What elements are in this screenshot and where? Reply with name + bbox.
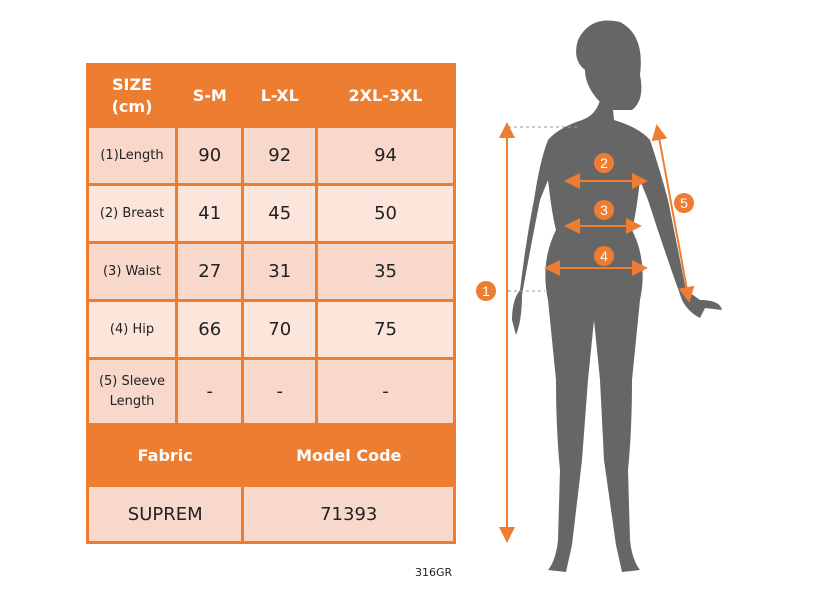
cell: 75 bbox=[315, 299, 456, 360]
cell: 92 bbox=[241, 125, 319, 186]
cell: 90 bbox=[174, 125, 245, 186]
corner-code: 316GR bbox=[415, 566, 453, 579]
table-row: (4) Hip 66 70 75 bbox=[86, 299, 456, 360]
marker-4: 4 bbox=[600, 248, 608, 264]
silhouette bbox=[512, 20, 722, 572]
marker-1: 1 bbox=[482, 283, 490, 299]
footer-header-row: Fabric Model Code bbox=[85, 423, 456, 487]
marker-5: 5 bbox=[680, 195, 688, 211]
cell: 45 bbox=[241, 183, 319, 244]
cell: 27 bbox=[174, 241, 245, 302]
cell: 50 bbox=[315, 183, 456, 244]
table-row: (5) Sleeve Length - - - bbox=[86, 357, 456, 426]
markers bbox=[476, 153, 694, 301]
cell: 41 bbox=[174, 183, 245, 244]
cell: 35 bbox=[315, 241, 456, 302]
size-col-header: L-XL bbox=[241, 63, 319, 128]
row-label: (2) Breast bbox=[86, 183, 178, 244]
header-row: SIZE (cm) S-M L-XL 2XL-3XL bbox=[86, 63, 456, 128]
marker-3: 3 bbox=[600, 202, 608, 218]
measure-arrows bbox=[499, 122, 695, 543]
row-label: (1)Length bbox=[86, 125, 178, 186]
table-row: (1)Length 90 92 94 bbox=[86, 125, 456, 186]
marker-2: 2 bbox=[600, 155, 608, 171]
size-col-header: S-M bbox=[174, 63, 245, 128]
table-row: (2) Breast 41 45 50 bbox=[86, 183, 456, 244]
row-label: (5) Sleeve Length bbox=[86, 357, 178, 426]
cell: - bbox=[315, 357, 456, 426]
table-row: (3) Waist 27 31 35 bbox=[86, 241, 456, 302]
fabric-header: Fabric bbox=[85, 423, 245, 487]
cell: - bbox=[174, 357, 245, 426]
cell: - bbox=[241, 357, 319, 426]
size-header: SIZE (cm) bbox=[86, 63, 178, 128]
cell: 70 bbox=[241, 299, 319, 360]
cell: 94 bbox=[315, 125, 456, 186]
size-col-header: 2XL-3XL bbox=[315, 63, 456, 128]
row-label: (4) Hip bbox=[86, 299, 178, 360]
model-code-value: 71393 bbox=[241, 484, 456, 544]
cell: 66 bbox=[174, 299, 245, 360]
footer-row: SUPREM 71393 bbox=[85, 484, 456, 544]
model-code-header: Model Code bbox=[241, 423, 456, 487]
cell: 31 bbox=[241, 241, 319, 302]
fabric-value: SUPREM bbox=[85, 484, 245, 544]
size-chart-table: SIZE (cm) S-M L-XL 2XL-3XL (1)Length 90 92… bbox=[85, 63, 456, 544]
row-label: (3) Waist bbox=[86, 241, 178, 302]
